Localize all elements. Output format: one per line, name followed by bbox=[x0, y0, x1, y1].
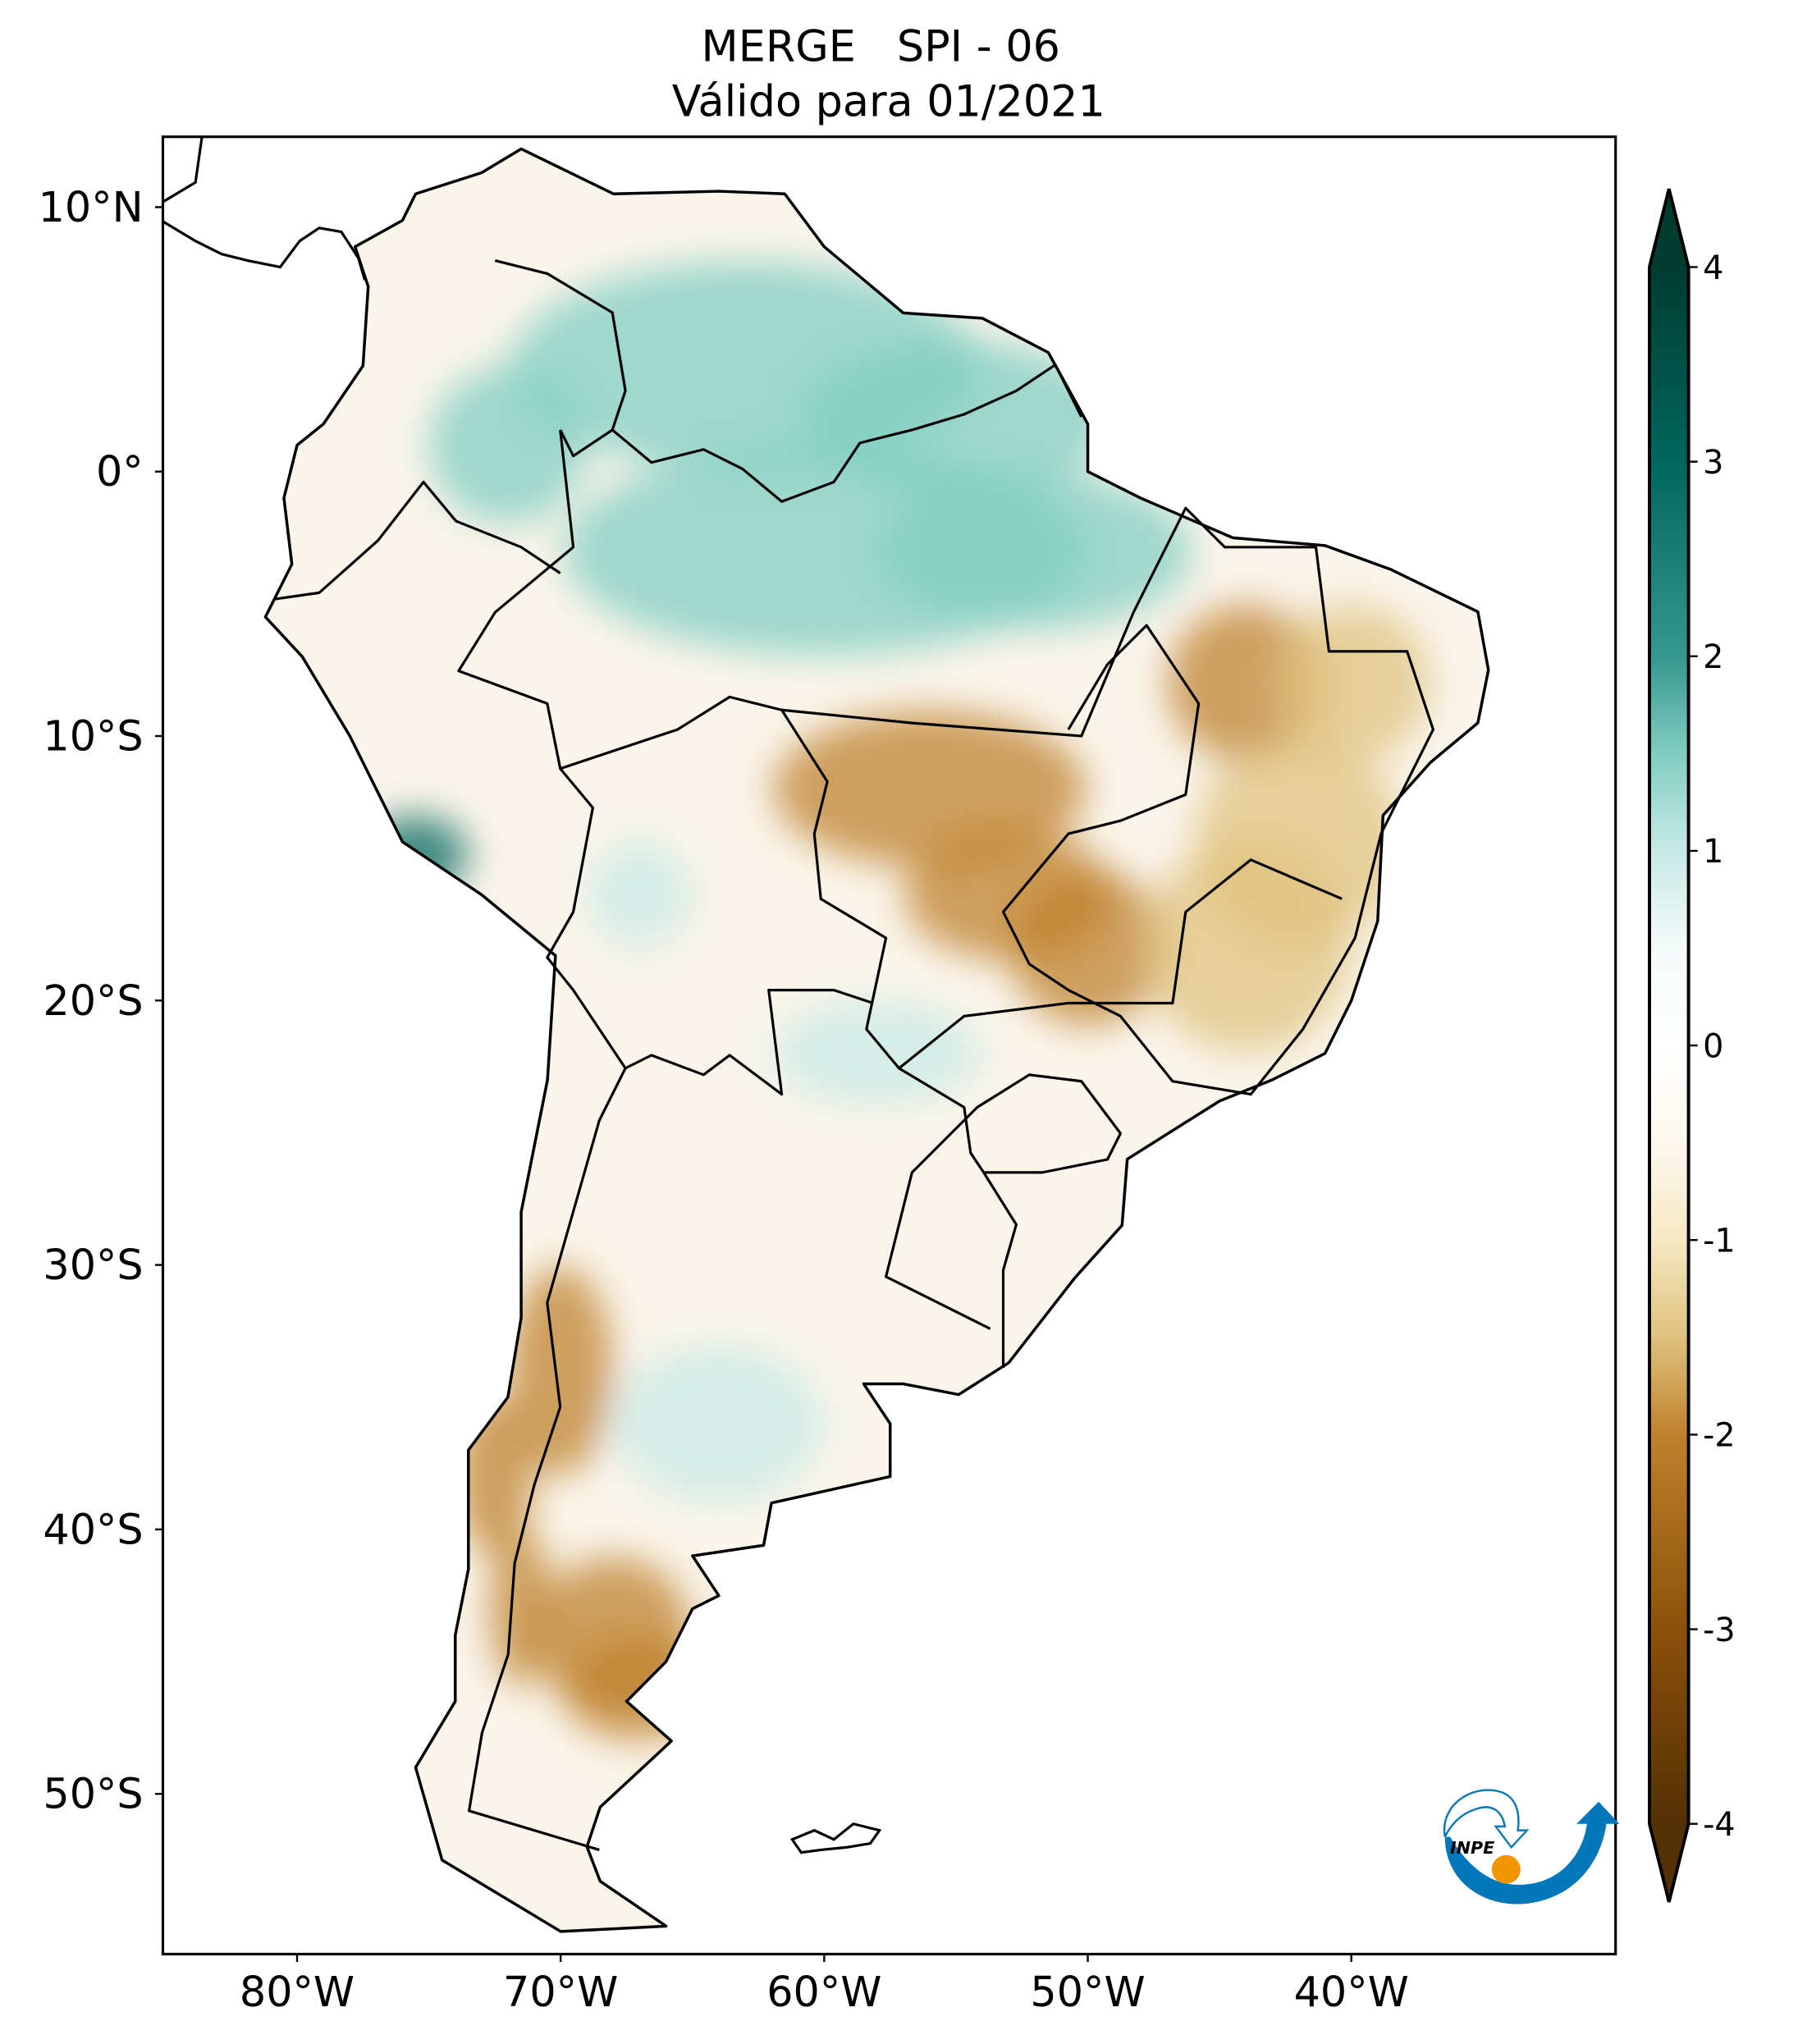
brazil-west-border bbox=[457, 429, 1018, 1369]
x-tick-label: 50°W bbox=[1030, 1968, 1145, 2016]
colorbar-tick-label: 4 bbox=[1703, 249, 1723, 287]
falkland-islands bbox=[789, 1822, 882, 1854]
spi-anomaly-patch bbox=[1009, 869, 1166, 1027]
peru-bolivia-border bbox=[546, 767, 627, 1069]
colorbar-tick-label: 0 bbox=[1703, 1027, 1723, 1065]
spi-anomaly-patch bbox=[772, 1001, 981, 1106]
colorbar-tick-label: -1 bbox=[1703, 1223, 1736, 1260]
spi-anomaly-patch bbox=[878, 473, 1192, 629]
spi-anomaly-patch bbox=[429, 367, 587, 524]
y-tick-label: 40°S bbox=[43, 1505, 143, 1553]
title-line-2: Válido para 01/2021 bbox=[672, 76, 1105, 126]
brazil-south-states bbox=[885, 1073, 1122, 1330]
colorbar: 4 3 2 1 0 -1 -2 -3 -4 bbox=[1647, 188, 1736, 1903]
brazil-states-2 bbox=[898, 858, 1343, 1070]
brazil-border bbox=[559, 363, 1083, 503]
spi-anomaly-patch bbox=[1141, 843, 1351, 1052]
spi-anomaly-patch bbox=[588, 842, 693, 947]
central-america-coast bbox=[162, 136, 204, 203]
coastline bbox=[263, 147, 1490, 1933]
spi-anomaly-patch bbox=[1273, 605, 1430, 761]
title-line-1: MERGE SPI - 06 bbox=[702, 22, 1060, 72]
logo-outline-arrow bbox=[1443, 1789, 1530, 1850]
y-axis-ticks: 10°N 0° 10°S 20°S 30°S 40°S 50°S bbox=[39, 183, 163, 1818]
chile-argentina-border bbox=[467, 1068, 627, 1851]
x-tick-label: 60°W bbox=[766, 1968, 881, 2016]
colorbar-tick-label: -2 bbox=[1703, 1417, 1736, 1455]
logo-blue-arrow bbox=[1444, 1801, 1620, 1905]
colorbar-tick-label: -3 bbox=[1703, 1612, 1736, 1649]
colorbar-ticks: 4 3 2 1 0 -1 -2 -3 -4 bbox=[1688, 249, 1736, 1844]
y-tick-label: 10°S bbox=[43, 711, 143, 760]
colorbar-tick-label: 1 bbox=[1703, 833, 1723, 871]
spi-anomaly-patch bbox=[508, 1266, 613, 1475]
spi-anomaly-patch bbox=[773, 711, 1087, 867]
colorbar-tick-label: 2 bbox=[1703, 638, 1723, 676]
bolivia-paraguay-border bbox=[624, 989, 874, 1096]
x-tick-label: 80°W bbox=[240, 1968, 355, 2016]
logo-orange-dot bbox=[1491, 1854, 1521, 1884]
colorbar-body bbox=[1647, 188, 1690, 1903]
map-area bbox=[162, 136, 1616, 1955]
x-axis-ticks: 80°W 70°W 60°W 50°W 40°W bbox=[240, 1954, 1409, 2016]
colombia-venezuela-border bbox=[494, 258, 627, 431]
x-tick-label: 40°W bbox=[1294, 1968, 1409, 2016]
brazil-states bbox=[781, 506, 1435, 1096]
y-tick-label: 10°N bbox=[39, 183, 144, 231]
y-tick-label: 0° bbox=[96, 447, 144, 496]
y-tick-label: 30°S bbox=[43, 1241, 143, 1289]
inpe-logo: INPE bbox=[1443, 1789, 1620, 1905]
colorbar-tick-label: 3 bbox=[1703, 444, 1723, 482]
ecuador-peru-border bbox=[273, 480, 561, 601]
y-tick-label: 50°S bbox=[43, 1770, 143, 1818]
country-borders bbox=[273, 258, 1435, 1851]
y-tick-label: 20°S bbox=[43, 976, 143, 1025]
x-tick-label: 70°W bbox=[503, 1968, 618, 2016]
panama-coast bbox=[162, 220, 367, 281]
map-frame bbox=[161, 135, 1617, 1956]
colorbar-tick-label: -4 bbox=[1703, 1806, 1736, 1844]
logo-text: INPE bbox=[1450, 1838, 1494, 1858]
spi-anomaly-patch bbox=[614, 1345, 823, 1502]
